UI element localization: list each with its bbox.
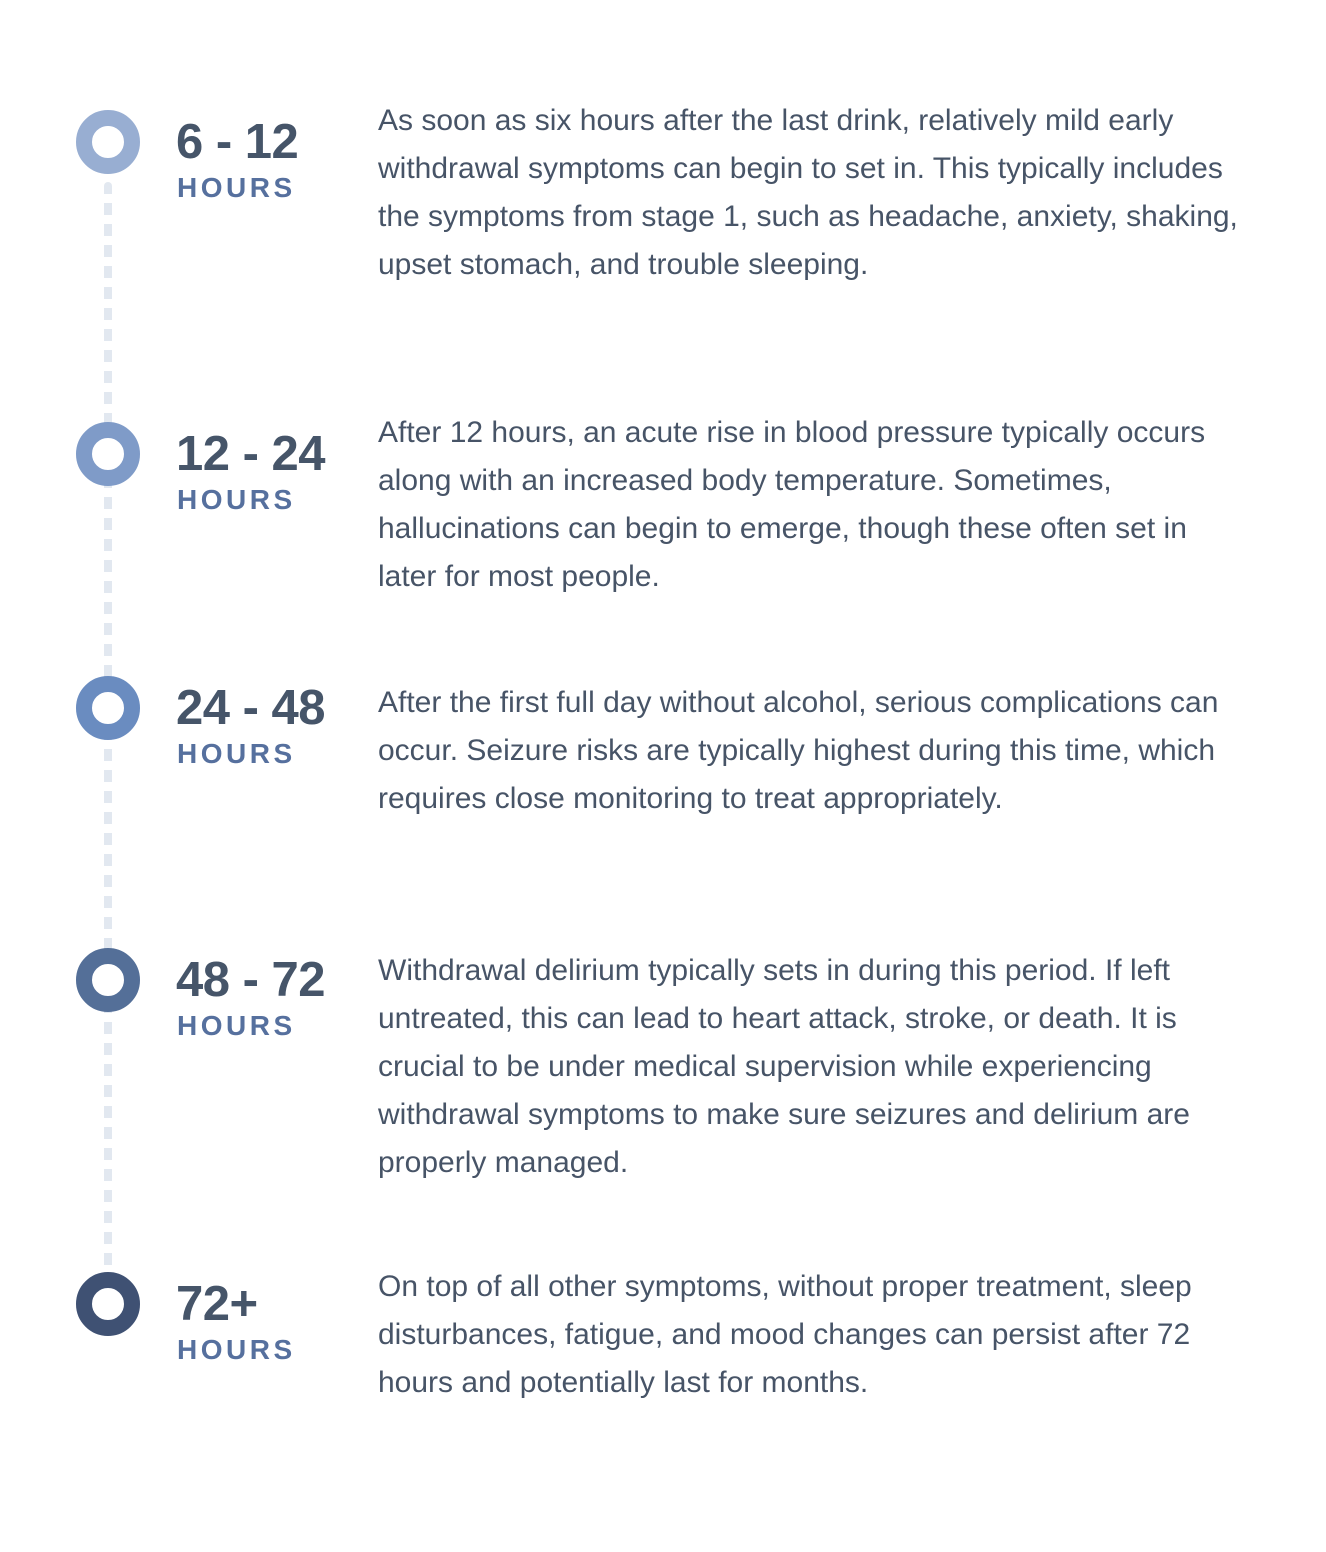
timeline-marker-icon xyxy=(76,948,140,1012)
time-range: 48 - 72 xyxy=(176,953,326,1007)
stage-description: On top of all other symptoms, without pr… xyxy=(378,1270,1192,1399)
time-unit: HOURS xyxy=(177,172,296,203)
timeline-marker-icon xyxy=(76,422,140,486)
timeline-marker-icon xyxy=(76,676,140,740)
stage-description: After 12 hours, an acute rise in blood p… xyxy=(378,416,1206,593)
time-range: 6 - 12 xyxy=(176,115,299,169)
stage-description: Withdrawal delirium typically sets in du… xyxy=(378,954,1190,1179)
timeline-marker-icon xyxy=(76,110,140,174)
time-range: 24 - 48 xyxy=(176,681,326,735)
stage-description: After the first full day without alcohol… xyxy=(378,686,1219,815)
time-unit: HOURS xyxy=(177,738,296,769)
time-unit: HOURS xyxy=(177,1334,296,1365)
time-unit: HOURS xyxy=(177,484,296,515)
timeline-marker-icon xyxy=(76,1272,140,1336)
time-range: 72+ xyxy=(176,1277,258,1331)
time-range: 12 - 24 xyxy=(176,427,326,481)
stage-description: As soon as six hours after the last drin… xyxy=(378,104,1238,281)
time-unit: HOURS xyxy=(177,1010,296,1041)
